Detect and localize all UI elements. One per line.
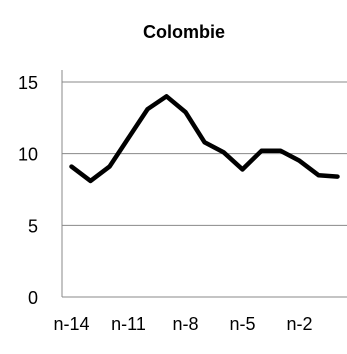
x-tick-label-n-2: n-2 <box>286 314 312 334</box>
y-tick-label-10: 10 <box>18 145 38 165</box>
y-tick-label-0: 0 <box>28 288 38 308</box>
x-tick-label-n-5: n-5 <box>229 314 255 334</box>
gridlines <box>62 81 347 226</box>
series-line-0 <box>69 94 340 184</box>
x-tick-labels: n-14 n-11 n-8 n-5 n-2 <box>53 314 312 334</box>
x-tick-label-n-8: n-8 <box>172 314 198 334</box>
x-tick-label-n-14: n-14 <box>53 314 89 334</box>
y-tick-labels: 0 5 10 15 <box>18 73 38 308</box>
y-tick-label-5: 5 <box>28 216 38 236</box>
y-tick-label-15: 15 <box>18 73 38 93</box>
chart-title: Colombie <box>143 22 225 42</box>
series-layer <box>69 94 340 184</box>
axes <box>61 70 347 298</box>
x-tick-label-n-11: n-11 <box>111 314 146 334</box>
